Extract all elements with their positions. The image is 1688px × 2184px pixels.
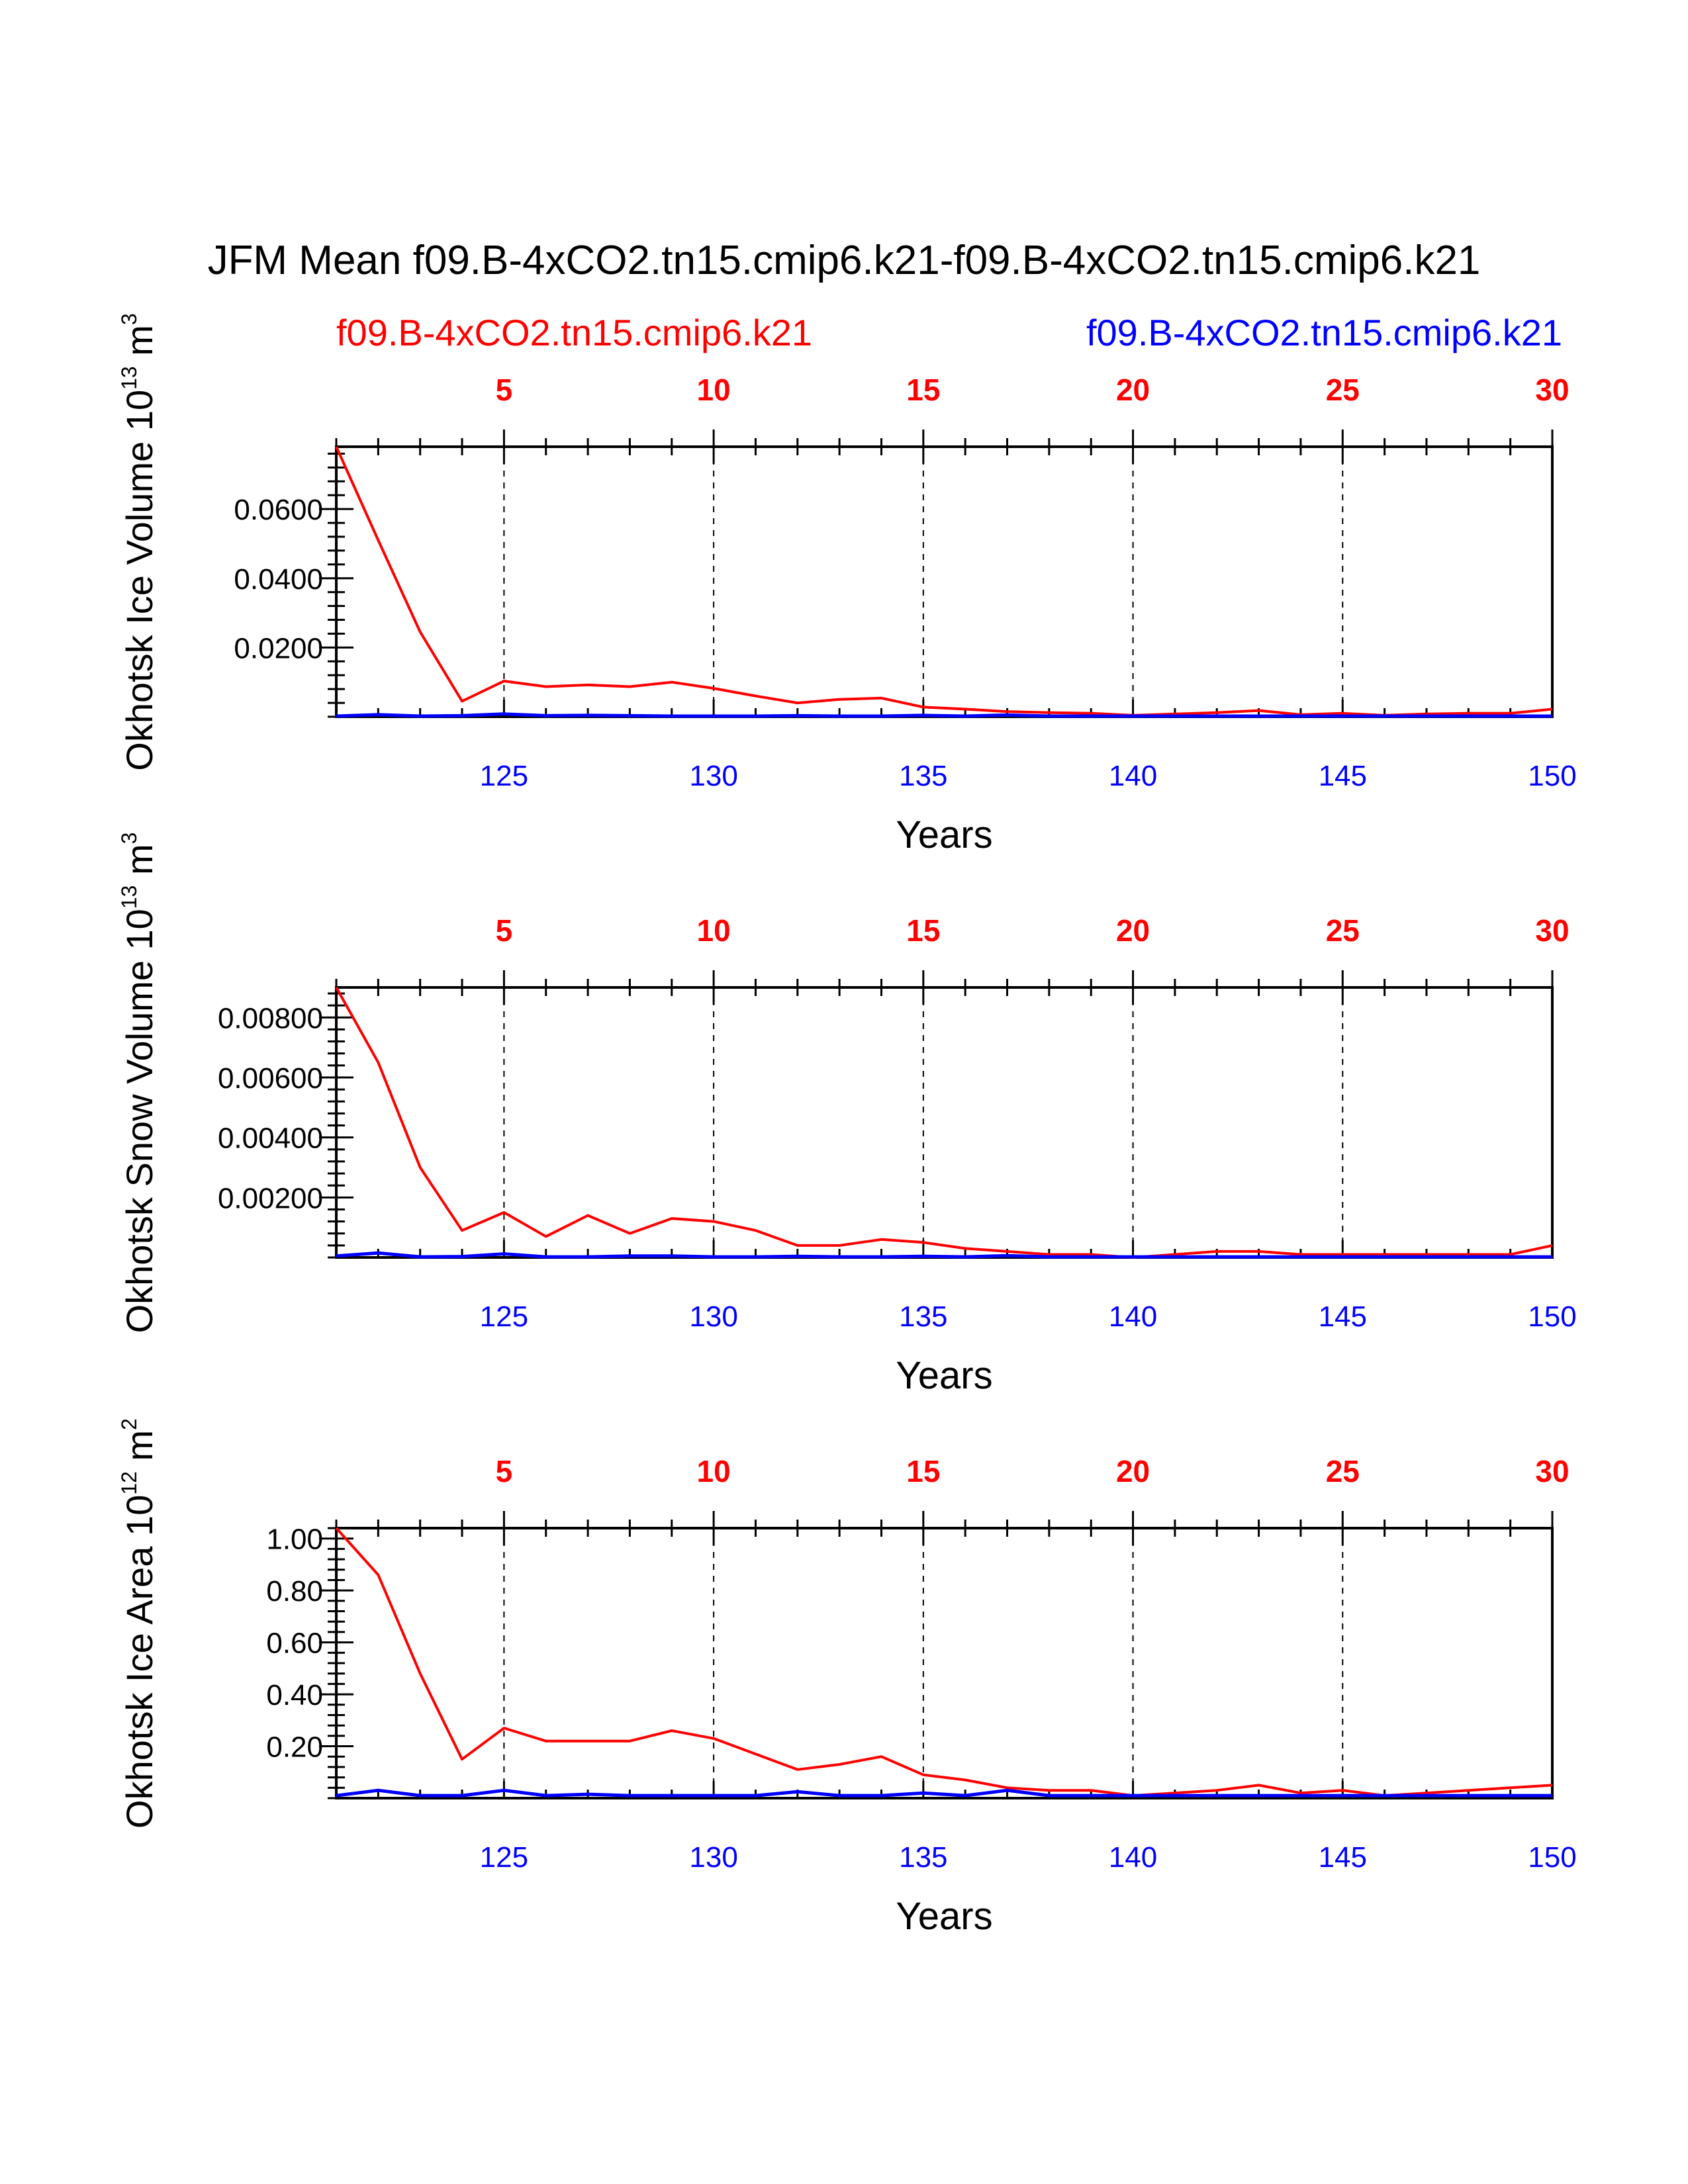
x-tick-label-top: 25	[1326, 373, 1360, 407]
x-tick-label-bottom: 135	[899, 760, 947, 792]
plot-frame	[335, 986, 1554, 1259]
x-tick-label-top: 20	[1116, 373, 1150, 407]
x-tick-label-top: 10	[697, 1454, 731, 1488]
x-tick-label-bottom: 130	[689, 1841, 737, 1874]
y-axis-label: Okhotsk Snow Volume 1013 m3	[117, 833, 160, 1334]
x-tick-label-bottom: 140	[1109, 1841, 1157, 1874]
x-tick-label-bottom: 130	[689, 760, 737, 792]
y-tick-label: 0.60	[266, 1627, 323, 1660]
plot-frame	[335, 1527, 1554, 1799]
legend-label-right: f09.B-4xCO2.tn15.cmip6.k21	[1086, 312, 1562, 353]
x-tick-label-top: 5	[496, 913, 513, 948]
panel-1: 0.0200 0.0400 0.0600 125 130 135 140 145 150 5 10 1…	[117, 313, 1577, 856]
x-tick-label-top: 5	[496, 1454, 513, 1488]
series-blue-line	[336, 712, 1552, 718]
x-tick-label-top: 15	[906, 913, 940, 948]
y-tick-label: 0.0600	[234, 494, 323, 526]
legend-label-left: f09.B-4xCO2.tn15.cmip6.k21	[336, 312, 812, 353]
series-blue-line	[336, 1251, 1552, 1259]
y-tick-label: 0.20	[266, 1731, 323, 1764]
y-tick-label: 0.00800	[218, 1002, 323, 1034]
x-tick-label-top: 25	[1326, 1454, 1360, 1488]
x-tick-label-bottom: 130	[689, 1300, 737, 1333]
y-axis-label: Okhotsk Ice Area 1012 m2	[117, 1418, 160, 1829]
x-tick-label-top: 20	[1116, 913, 1150, 948]
x-axis-label: Years	[896, 813, 992, 856]
x-tick-label-bottom: 140	[1109, 760, 1157, 792]
x-tick-label-top: 30	[1535, 373, 1569, 407]
y-axis-label: Okhotsk Ice Volume 1013 m3	[117, 313, 160, 770]
x-tick-label-bottom: 125	[480, 1300, 528, 1333]
panel-2: 0.00200 0.00400 0.00600 0.00800 125 130 135 140…	[117, 833, 1577, 1397]
x-tick-label-top: 15	[906, 373, 940, 407]
x-tick-label-top: 15	[906, 1454, 940, 1488]
series-red-line	[335, 987, 1553, 1259]
series-red-line	[335, 446, 1553, 717]
x-tick-label-bottom: 145	[1319, 1841, 1367, 1874]
plot-frame	[335, 445, 1554, 718]
series-blue-line	[336, 1788, 1552, 1797]
x-tick-label-top: 5	[496, 373, 513, 407]
y-tick-label: 0.00200	[218, 1182, 323, 1214]
x-tick-label-bottom: 145	[1319, 1300, 1367, 1333]
y-tick-label: 0.40	[266, 1679, 323, 1711]
x-tick-label-top: 10	[697, 913, 731, 948]
y-tick-label: 0.0400	[234, 563, 323, 596]
x-tick-label-bottom: 150	[1528, 1841, 1576, 1874]
x-tick-label-bottom: 135	[899, 1300, 947, 1333]
x-tick-label-top: 30	[1535, 913, 1569, 948]
x-tick-label-bottom: 145	[1319, 760, 1367, 792]
x-tick-label-bottom: 135	[899, 1841, 947, 1874]
y-tick-label: 0.00400	[218, 1122, 323, 1155]
y-tick-label: 0.0200	[234, 632, 323, 664]
y-tick-label: 0.80	[266, 1575, 323, 1608]
x-tick-label-top: 10	[697, 373, 731, 407]
x-tick-label-top: 30	[1535, 1454, 1569, 1488]
x-tick-label-top: 25	[1326, 913, 1360, 948]
x-tick-label-bottom: 125	[480, 1841, 528, 1874]
x-tick-label-bottom: 125	[480, 760, 528, 792]
x-tick-label-bottom: 140	[1109, 1300, 1157, 1333]
y-tick-label: 0.00600	[218, 1062, 323, 1095]
x-tick-label-top: 20	[1116, 1454, 1150, 1488]
x-tick-label-bottom: 150	[1528, 760, 1576, 792]
y-tick-label: 1.00	[266, 1524, 323, 1556]
x-tick-label-bottom: 150	[1528, 1300, 1576, 1333]
x-axis-label: Years	[896, 1354, 992, 1397]
panel-3: 0.20 0.40 0.60 0.80 1.00 125 130 135 140 145 150 5 1…	[117, 1418, 1577, 1938]
chart-title: JFM Mean f09.B-4xCO2.tn15.cmip6.k21-f09.…	[208, 238, 1481, 283]
x-axis-label: Years	[896, 1895, 992, 1938]
series-red-line	[335, 1527, 1553, 1797]
